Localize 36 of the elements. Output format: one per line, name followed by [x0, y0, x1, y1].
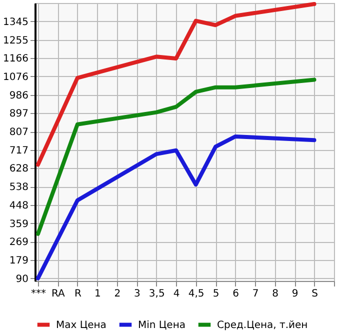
- line-series: [36, 78, 316, 236]
- x-tick-label: S: [312, 288, 318, 300]
- y-tick-label: 1166: [3, 54, 28, 65]
- x-tick-label: 3: [134, 288, 140, 300]
- y-tick-label: 628: [9, 164, 28, 175]
- x-tick-label: 2: [114, 288, 121, 300]
- y-tick-label: 717: [9, 145, 28, 156]
- y-tick-label: 1076: [3, 72, 28, 83]
- y-tick-label: 538: [9, 182, 28, 194]
- y-tick-label: 448: [9, 200, 28, 212]
- x-tick-label: R: [74, 288, 82, 300]
- legend-label: Min Цена: [138, 320, 186, 331]
- legend-label: Max Цена: [56, 320, 106, 331]
- y-tick-label: 1255: [3, 35, 28, 46]
- y-tick-label: 807: [9, 127, 28, 138]
- y-tick-label: 897: [9, 108, 28, 120]
- line-series: [36, 134, 316, 280]
- y-tick-label: 359: [9, 218, 28, 230]
- x-tick-label: 9: [292, 288, 298, 300]
- x-tick-label: 4,5: [188, 288, 204, 300]
- x-tick-label: 4: [173, 288, 180, 300]
- y-tick-label: 269: [9, 237, 28, 248]
- x-tick-label: 5: [212, 288, 220, 300]
- x-tick-label: 8: [272, 288, 278, 300]
- y-tick-label: 179: [9, 256, 28, 267]
- legend-label: Сред.Цена, т.йен: [217, 320, 308, 331]
- x-tick-label: 1: [94, 288, 101, 300]
- x-tick-label: 7: [252, 288, 259, 300]
- y-tick-label: 1345: [3, 16, 28, 28]
- y-tick-label: 986: [9, 90, 28, 102]
- x-tick-label: 3,5: [148, 288, 165, 300]
- x-tick-label: 6: [232, 288, 240, 300]
- line-series: [36, 2, 316, 167]
- x-tick-label: ***: [30, 288, 46, 300]
- x-tick-label: RA: [52, 288, 66, 300]
- y-tick-label: 90: [16, 274, 28, 285]
